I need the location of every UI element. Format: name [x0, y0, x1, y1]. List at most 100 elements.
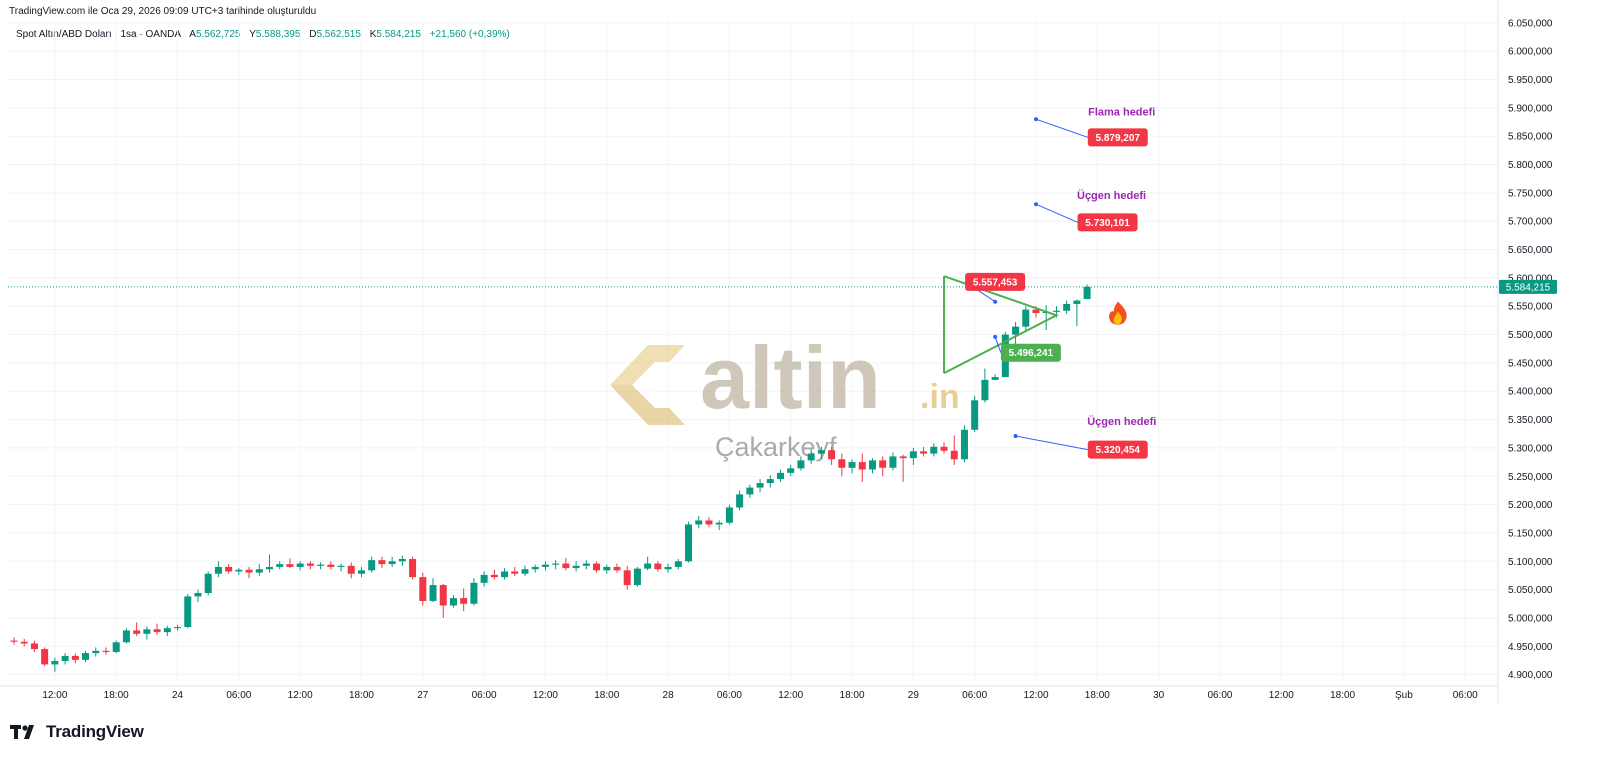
- candle-down: [828, 446, 836, 465]
- candle-up: [797, 456, 805, 471]
- candle-down: [306, 561, 314, 570]
- x-tick-label: 06:00: [472, 690, 497, 701]
- candle-up: [971, 395, 979, 433]
- candle-body: [388, 561, 396, 565]
- candle-body: [695, 520, 703, 525]
- candle-down: [71, 653, 79, 664]
- y-tick-label: 4.950,000: [1508, 642, 1553, 653]
- annotation-value: 5.879,207: [1096, 133, 1141, 144]
- candle-up: [695, 515, 703, 529]
- candle-body: [685, 524, 693, 562]
- annotation-title: Üçgen hedefi: [1087, 415, 1156, 428]
- candle-body: [552, 563, 560, 565]
- x-tick-label: 18:00: [104, 690, 129, 701]
- candle-body: [204, 573, 212, 594]
- candle-down: [654, 561, 662, 572]
- candle-body: [521, 569, 529, 574]
- x-tick-label: 06:00: [717, 690, 742, 701]
- annotation-box: [965, 272, 1026, 291]
- candle-up: [1083, 284, 1091, 300]
- candle-body: [255, 569, 263, 573]
- candle-down: [419, 572, 427, 606]
- x-tick-label: 18:00: [840, 690, 865, 701]
- candle-down: [858, 453, 866, 482]
- candle-body: [286, 564, 294, 567]
- candle-body: [460, 598, 468, 604]
- y-tick-label: 5.300,000: [1508, 443, 1553, 454]
- x-tick-label: 12:00: [1269, 690, 1294, 701]
- candle-body: [920, 451, 928, 454]
- candle-body: [541, 564, 549, 567]
- watermark-caption: Çakarkeyf: [715, 432, 837, 462]
- candle-up: [92, 647, 100, 657]
- candle-down: [409, 556, 417, 580]
- y-tick-label: 5.050,000: [1508, 585, 1553, 596]
- annotation-anchor: [1034, 117, 1038, 122]
- candle-up: [184, 594, 192, 629]
- candle-down: [327, 561, 335, 570]
- candle-up: [664, 563, 672, 573]
- candle-body: [756, 483, 764, 488]
- y-tick-label: 5.350,000: [1508, 415, 1553, 426]
- watermark-brand: altin: [700, 328, 881, 427]
- candle-up: [715, 520, 723, 531]
- candle-up: [480, 571, 488, 587]
- candle-body: [1063, 303, 1071, 311]
- tradingview-footer[interactable]: TradingView: [10, 722, 144, 742]
- candle-body: [715, 522, 723, 525]
- candle-body: [296, 563, 304, 567]
- candle-down: [950, 435, 958, 465]
- candle-up: [746, 484, 754, 498]
- candle-up: [531, 564, 539, 573]
- candle-body: [429, 585, 437, 601]
- candle-up: [143, 626, 151, 640]
- candle-up: [756, 479, 764, 493]
- candle-up: [1073, 299, 1081, 327]
- candle-down: [347, 562, 355, 579]
- candle-up: [296, 561, 304, 571]
- annotation-title: Üçgen hedefi: [1077, 189, 1146, 202]
- x-axis[interactable]: 12:00 18:00 24 06:00 12:00 18:00 27 06:00 12:00 1…: [0, 685, 1498, 701]
- candle-up: [848, 459, 856, 474]
- price-annotation: 5.557,453: [964, 272, 1026, 304]
- candle-body: [736, 494, 744, 508]
- candle-body: [133, 630, 141, 634]
- x-tick-label: 06:00: [962, 690, 987, 701]
- symbol-title[interactable]: Spot Altın/ABD Doları · 1sa · OANDA: [16, 29, 181, 40]
- candle-up: [787, 464, 795, 477]
- candle-down: [245, 566, 253, 579]
- annotation-leader: [1035, 203, 1078, 223]
- candle-body: [828, 450, 836, 460]
- y-tick-label: 5.700,000: [1508, 217, 1553, 228]
- candle-up: [582, 560, 590, 570]
- candle-body: [163, 628, 171, 633]
- y-axis[interactable]: 6.050,000 6.000,000 5.950,000 5.900,000 5.85…: [1497, 0, 1557, 705]
- open-value: 5.562,725: [195, 29, 241, 40]
- y-tick-label: 5.200,000: [1508, 500, 1553, 511]
- candle-body: [838, 459, 846, 468]
- candle-up: [981, 368, 989, 403]
- annotations[interactable]: 5.879,207 Flama hedefi 5.730,101 Üçgen hede…: [964, 107, 1156, 459]
- candle-body: [960, 429, 968, 460]
- candle-body: [490, 574, 498, 578]
- candle-up: [235, 568, 243, 575]
- annotation-anchor: [993, 299, 998, 304]
- candle-up: [725, 504, 733, 525]
- annotation-box: [1087, 440, 1148, 459]
- tradingview-logo-icon: [10, 725, 34, 739]
- candle-up: [817, 446, 825, 460]
- y-tick-label: 5.250,000: [1508, 472, 1553, 483]
- candle-down: [102, 647, 110, 655]
- candle-body: [633, 568, 641, 586]
- candle-body: [337, 565, 345, 567]
- y-tick-label: 5.950,000: [1508, 75, 1553, 86]
- candle-body: [235, 569, 243, 572]
- candle-up: [889, 452, 897, 471]
- current-price-label: 5.584,215: [1506, 282, 1551, 293]
- candle-body: [511, 571, 519, 574]
- candle-body: [71, 655, 79, 660]
- x-tick-label: 27: [417, 690, 429, 701]
- candle-body: [899, 456, 907, 459]
- candle-body: [1012, 326, 1020, 335]
